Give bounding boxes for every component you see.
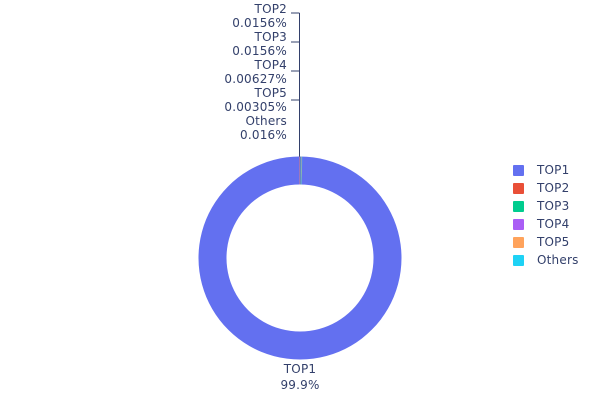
legend-swatch-icon: [513, 164, 524, 176]
donut-slice-top5[interactable]: [300, 156, 302, 185]
leader-lines: [291, 12, 301, 157]
legend-item-label: Others: [537, 253, 579, 267]
chart-legend: TOP1 TOP2 TOP3 TOP4 TOP5 Others: [513, 161, 579, 269]
callout-name: TOP4: [254, 58, 287, 72]
callout-label-top5: TOP5 0.00305%: [150, 87, 287, 113]
donut-slice-top3[interactable]: [300, 156, 301, 185]
callout-value: 0.0156%: [232, 44, 287, 58]
bottom-label-name: TOP1: [283, 362, 317, 376]
legend-item-label: TOP1: [537, 163, 570, 177]
callout-value: 0.00305%: [224, 100, 287, 114]
legend-item-others[interactable]: Others: [513, 251, 579, 269]
legend-item-label: TOP3: [537, 199, 570, 213]
bottom-label-value: 99.9%: [280, 378, 320, 392]
legend-item-top1[interactable]: TOP1: [513, 161, 579, 179]
legend-item-top2[interactable]: TOP2: [513, 179, 579, 197]
donut-svg: [198, 156, 402, 360]
donut-slice-others[interactable]: [301, 156, 303, 185]
donut-slice-top4[interactable]: [300, 156, 302, 185]
callout-label-top3: TOP3 0.0156%: [150, 31, 287, 57]
callout-name: TOP5: [254, 86, 287, 100]
bottom-slice-label: TOP1 99.9%: [250, 362, 350, 392]
callout-label-others: Others 0.016%: [150, 115, 287, 141]
callout-label-top2: TOP2 0.0156%: [150, 3, 287, 29]
callout-label-stack: TOP2 0.0156% TOP3 0.0156% TOP4 0.00627% …: [150, 3, 287, 141]
callout-name: TOP3: [254, 30, 287, 44]
legend-swatch-icon: [513, 200, 524, 212]
callout-value: 0.0156%: [232, 16, 287, 30]
callout-value: 0.00627%: [224, 72, 287, 86]
legend-item-label: TOP4: [537, 217, 570, 231]
legend-swatch-icon: [513, 182, 524, 194]
legend-swatch-icon: [513, 236, 524, 248]
donut-slice-group: [198, 156, 402, 360]
legend-item-label: TOP2: [537, 181, 570, 195]
callout-value: 0.016%: [240, 128, 287, 142]
donut-graphic: [198, 156, 402, 360]
legend-swatch-icon: [513, 218, 524, 230]
donut-slice-top1[interactable]: [198, 156, 402, 360]
callout-label-top4: TOP4 0.00627%: [150, 59, 287, 85]
donut-slice-top2[interactable]: [299, 156, 301, 185]
legend-item-top3[interactable]: TOP3: [513, 197, 579, 215]
callout-name: Others: [245, 114, 287, 128]
legend-item-top5[interactable]: TOP5: [513, 233, 579, 251]
callout-name: TOP2: [254, 2, 287, 16]
legend-item-top4[interactable]: TOP4: [513, 215, 579, 233]
legend-item-label: TOP5: [537, 235, 570, 249]
legend-swatch-icon: [513, 254, 524, 266]
